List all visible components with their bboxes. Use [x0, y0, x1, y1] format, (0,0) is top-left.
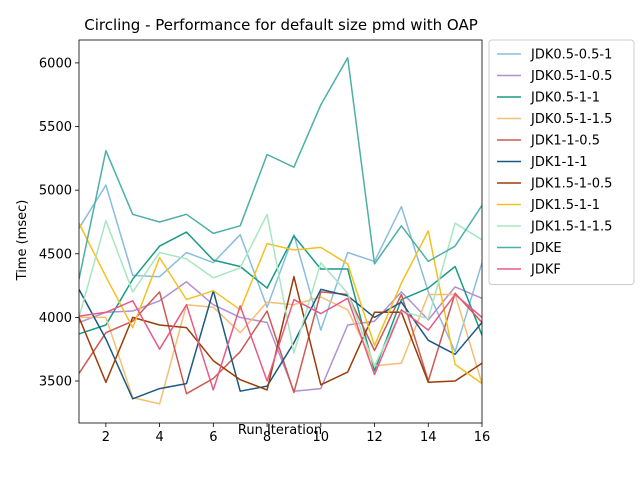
y-tick-label: 3500	[39, 375, 72, 390]
legend-label: JDK1.5-1-1	[530, 198, 600, 213]
y-tick-label: 5000	[39, 184, 72, 199]
series-line-5	[79, 291, 482, 395]
legend: JDK0.5-0.5-1 JDK0.5-1-0.5 JDK0.5-1-1 JDK0.5…	[488, 39, 635, 285]
x-tick-label: 6	[209, 430, 217, 445]
x-tick-label: 2	[102, 430, 110, 445]
x-tick-label: 14	[420, 430, 437, 445]
series-line-8	[79, 222, 482, 385]
series-line-3	[79, 231, 482, 372]
legend-label: JDK1-1-1	[530, 155, 588, 170]
y-axis-label: Time (msec)	[15, 200, 30, 282]
series-line-6	[79, 288, 482, 400]
series-line-4	[79, 293, 482, 405]
y-axis: 3500 4000 4500 5000 5500 6000	[39, 56, 79, 390]
legend-label: JDKE	[530, 241, 562, 256]
y-tick-label: 6000	[39, 56, 72, 71]
y-tick-label: 4000	[39, 311, 72, 326]
series-layer	[79, 57, 482, 405]
legend-label: JDKF	[530, 263, 561, 278]
chart-title: Circling - Performance for default size …	[84, 16, 478, 34]
series-line-11	[79, 293, 482, 391]
legend-label: JDK1.5-1-1.5	[530, 220, 612, 235]
y-tick-label: 5500	[39, 120, 72, 135]
x-axis-label: Run Iteration	[238, 423, 322, 438]
x-tick-label: 16	[474, 430, 491, 445]
series-line-9	[79, 213, 482, 367]
x-tick-label: 8	[263, 430, 271, 445]
legend-box	[488, 39, 635, 285]
legend-label: JDK0.5-0.5-1	[530, 48, 612, 63]
x-tick-label: 4	[155, 430, 163, 445]
legend-label: JDK1.5-1-0.5	[530, 177, 612, 192]
legend-label: JDK0.5-1-0.5	[530, 69, 612, 84]
plot-frame	[78, 39, 483, 424]
series-line-10	[79, 57, 482, 280]
series-line-1	[79, 184, 482, 353]
legend-label: JDK1-1-0.5	[530, 134, 600, 149]
series-line-7	[79, 275, 482, 391]
x-tick-label: 10	[313, 430, 330, 445]
legend-label: JDK0.5-1-1	[530, 91, 600, 106]
y-tick-label: 4500	[39, 247, 72, 262]
x-tick-label: 12	[366, 430, 383, 445]
x-axis: 2 4 6 8 10 12 14 16	[102, 423, 491, 445]
legend-label: JDK0.5-1-1.5	[530, 112, 612, 127]
